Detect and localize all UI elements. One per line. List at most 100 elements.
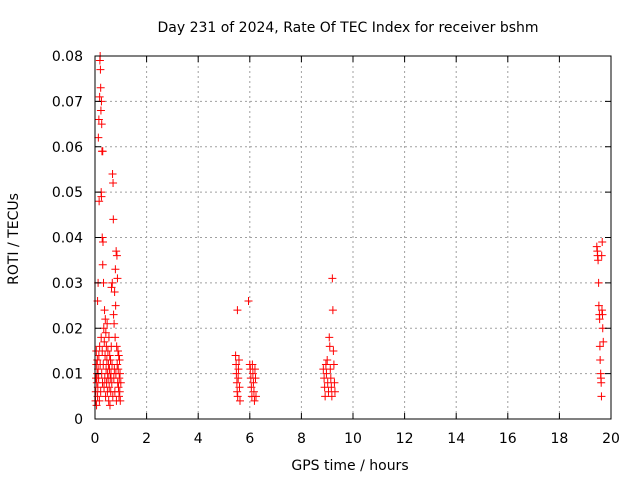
data-point [597,251,606,260]
data-points [91,52,608,410]
data-point [327,392,336,401]
data-point [103,319,112,328]
x-tick-label: 4 [194,431,203,447]
data-point [110,319,119,328]
data-point [250,396,259,405]
data-point [234,365,243,374]
x-tick-label: 12 [396,431,414,447]
data-point [104,396,113,405]
data-point [233,392,242,401]
data-point [109,310,118,319]
x-tick-label: 0 [91,431,100,447]
data-point [599,337,608,346]
data-point [319,365,328,374]
data-point [323,356,332,365]
data-point [233,306,242,315]
data-point [112,247,121,256]
x-tick-label: 6 [245,431,254,447]
data-point [92,401,101,410]
data-point [594,256,603,265]
grid-lines [95,56,611,419]
data-point [113,346,122,355]
data-point [97,120,106,129]
x-axis-label: GPS time / hours [291,458,408,474]
data-point [106,356,115,365]
data-point [95,342,104,351]
data-point [109,215,118,224]
data-point [112,342,121,351]
data-point [115,356,124,365]
data-point [328,306,337,315]
data-point [107,283,116,292]
data-point [249,387,258,396]
x-tick-label: 10 [344,431,362,447]
data-point [98,147,107,156]
data-point [248,369,257,378]
data-point [231,351,240,360]
data-point [109,179,118,188]
y-tick-label: 0.03 [52,276,83,292]
y-tick-label: 0.04 [52,231,83,247]
data-point [97,333,106,342]
data-point [234,356,243,365]
data-point [115,374,124,383]
data-point [247,383,256,392]
data-point [108,169,117,178]
data-point [249,378,258,387]
data-point [251,392,260,401]
data-point [97,192,106,201]
x-tick-label: 2 [142,431,151,447]
data-point [99,324,108,333]
data-point [330,378,339,387]
data-point [105,401,114,410]
x-tick-label: 20 [602,431,620,447]
data-point [597,306,606,315]
chart-title: Day 231 of 2024, Rate Of TEC Index for r… [157,20,538,36]
data-point [232,369,241,378]
data-point [235,383,244,392]
data-point [326,374,335,383]
data-point [96,83,105,92]
data-point [111,265,120,274]
data-point [232,378,241,387]
data-point [116,396,125,405]
data-point [235,396,244,405]
data-point [111,333,120,342]
data-point [244,297,253,306]
y-tick-label: 0.01 [52,367,83,383]
data-point [95,92,104,101]
data-point [108,278,117,287]
data-point [251,374,260,383]
data-point [101,315,110,324]
data-point [598,238,607,247]
data-point [96,65,105,74]
data-point [592,242,601,251]
axis-ticks [94,55,612,420]
x-tick-labels: 0 2 4 6 8 10 12 14 16 18 20 [91,431,620,447]
data-point [598,310,607,319]
data-point [320,383,329,392]
data-point [114,392,123,401]
data-point [100,337,109,346]
data-point [596,356,605,365]
x-tick-label: 18 [550,431,568,447]
data-point [96,106,105,115]
y-tick-label: 0.08 [52,49,83,65]
data-point [329,360,338,369]
data-point [326,365,335,374]
data-point [323,378,332,387]
data-point [113,274,122,283]
data-point [232,360,241,369]
y-tick-labels: 0 0.01 0.02 0.03 0.04 0.05 0.06 0.07 0.08 [52,49,83,428]
data-point [94,133,103,142]
data-point [320,374,329,383]
data-point [321,392,330,401]
data-point [95,197,104,206]
data-point [322,369,331,378]
data-point [98,260,107,269]
data-point [100,306,109,315]
data-point [114,383,123,392]
data-point [116,369,125,378]
x-tick-label: 14 [447,431,465,447]
